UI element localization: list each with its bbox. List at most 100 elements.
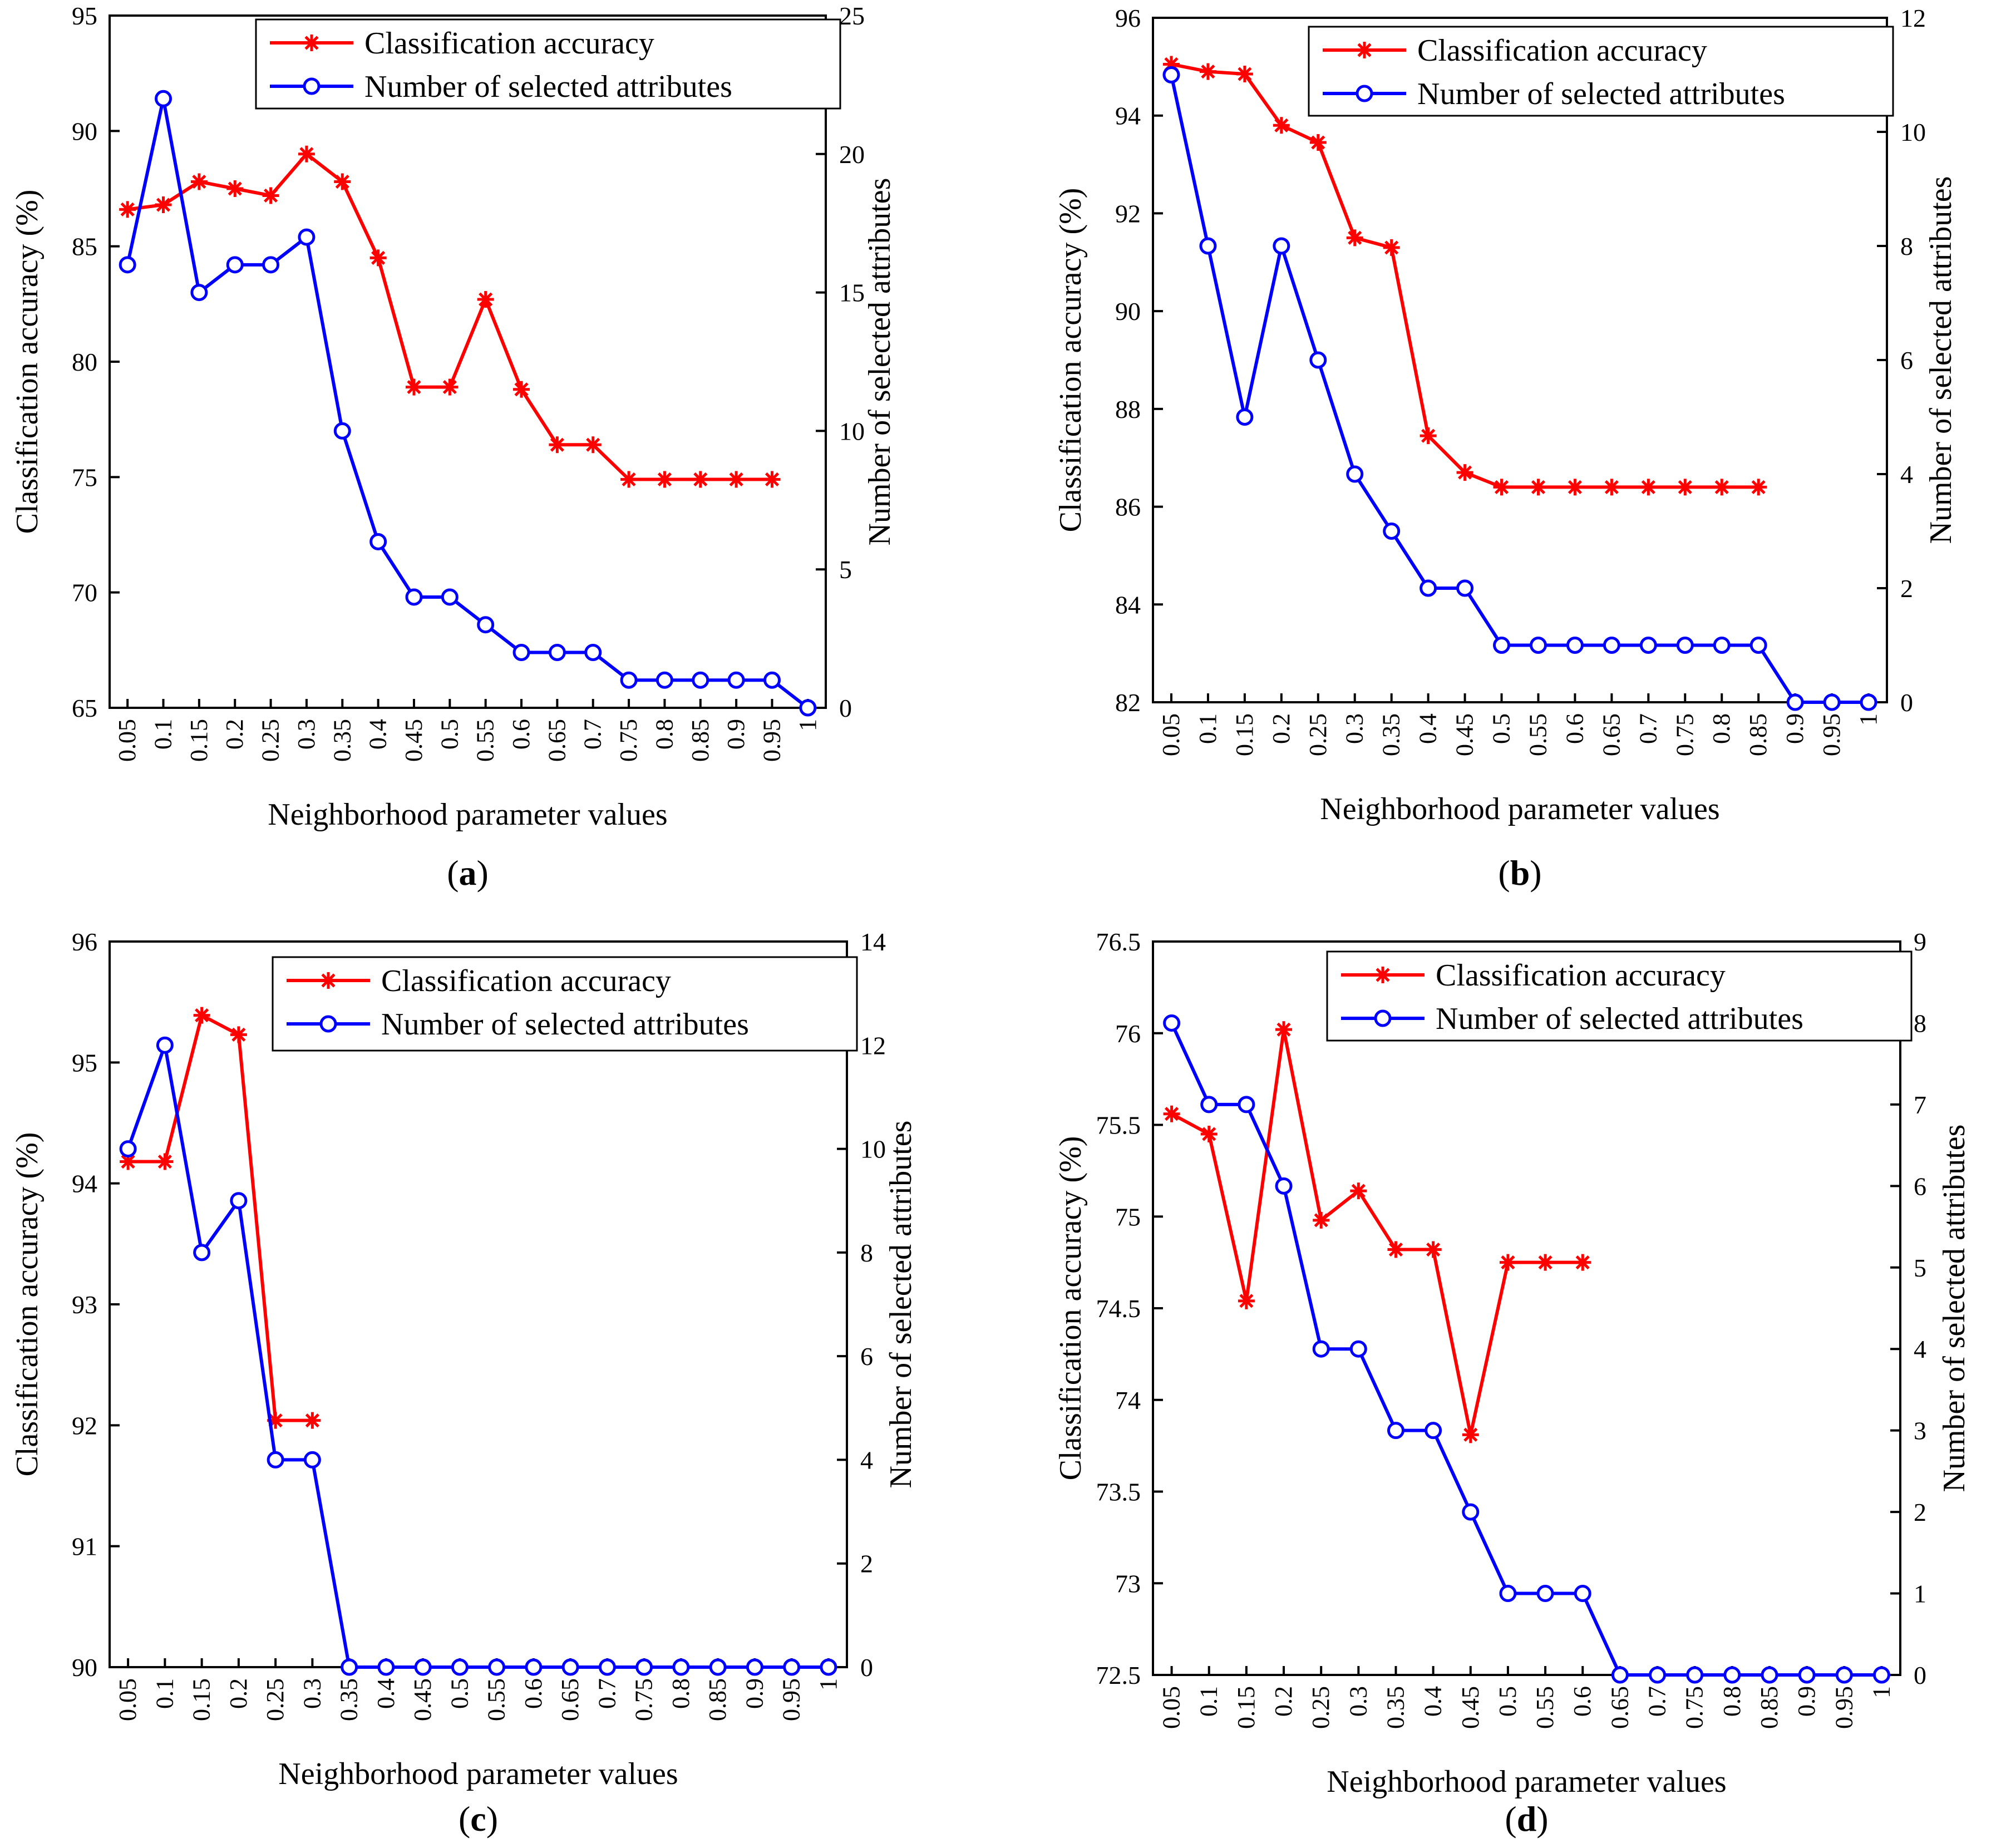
left-tick-label: 86 <box>1115 493 1141 521</box>
right-tick-label: 10 <box>1900 118 1926 146</box>
right-tick-label: 5 <box>839 555 852 584</box>
right-tick-label: 7 <box>1914 1091 1926 1119</box>
data-point-attributes <box>1493 637 1511 654</box>
data-point-attributes <box>1163 1014 1181 1032</box>
right-tick-label: 8 <box>860 1239 873 1267</box>
legend-marker <box>320 972 337 989</box>
left-tick-label: 75 <box>72 463 97 491</box>
data-point-accuracy <box>1275 1021 1293 1038</box>
right-tick-label: 10 <box>839 417 865 445</box>
x-tick-label: 0.45 <box>1451 713 1478 756</box>
data-point-accuracy <box>584 436 602 454</box>
data-point-attributes <box>298 228 316 246</box>
left-tick-label: 96 <box>72 928 97 956</box>
data-point-attributes <box>1786 693 1804 711</box>
right-tick-label: 4 <box>1914 1335 1926 1363</box>
x-tick-label: 0.35 <box>1382 1686 1409 1729</box>
caption-open-paren: ( <box>1505 1799 1516 1839</box>
left-tick-label: 95 <box>72 1048 97 1077</box>
data-point-attributes <box>1162 66 1180 83</box>
data-point-accuracy <box>441 378 459 396</box>
right-tick-label: 12 <box>860 1031 886 1059</box>
data-point-attributes <box>119 256 136 274</box>
right-tick-label: 4 <box>1900 460 1913 489</box>
data-point-accuracy <box>1200 1125 1218 1142</box>
caption-close-paren: ) <box>1530 853 1541 893</box>
caption-close-paren: ) <box>486 1799 498 1839</box>
legend-label: Number of selected attributes <box>381 1007 749 1042</box>
data-point-accuracy <box>656 471 673 488</box>
x-tick-label: 0.25 <box>257 719 284 762</box>
data-point-attributes <box>1761 1666 1778 1684</box>
data-point-attributes <box>303 1451 321 1468</box>
left-axis-title: Classification accuracy (%) <box>10 190 45 534</box>
legend-label: Number of selected attributes <box>1417 77 1785 111</box>
data-point-accuracy <box>155 196 172 214</box>
right-tick-label: 0 <box>839 694 852 722</box>
x-axis-title: Neighborhood parameter values <box>278 1757 678 1791</box>
left-tick-label: 93 <box>72 1290 97 1319</box>
data-point-attributes <box>1611 1666 1629 1684</box>
chart-panel-c: 90 91 92 93 94 95 96 0 2 4 6 8 10 12 14 0.05 0.1 0.15 0.2 0… <box>10 928 918 1839</box>
data-point-attributes <box>1676 637 1694 654</box>
data-point-attributes <box>341 1658 358 1676</box>
legend-box <box>1326 950 1913 1042</box>
right-tick-label: 10 <box>860 1135 886 1164</box>
data-point-attributes <box>1309 351 1327 369</box>
data-point-attributes <box>190 284 208 302</box>
data-point-accuracy <box>1603 479 1620 496</box>
left-tick-label: 96 <box>1115 4 1141 32</box>
legend-label: Number of selected attributes <box>364 70 732 104</box>
data-point-attributes <box>1686 1666 1704 1684</box>
data-point-attributes <box>709 1658 727 1676</box>
data-point-accuracy <box>1566 479 1584 496</box>
caption-open-paren: ( <box>459 1799 470 1839</box>
left-tick-label: 73 <box>1115 1569 1141 1598</box>
plot-frame <box>1152 940 1901 1676</box>
data-point-accuracy <box>1462 1426 1479 1443</box>
data-point-attributes <box>1199 237 1217 255</box>
right-tick-label: 1 <box>1914 1580 1926 1608</box>
x-tick-label: 0.15 <box>1231 713 1258 756</box>
data-point-attributes <box>226 256 244 274</box>
data-point-attributes <box>1346 465 1364 483</box>
series-accuracy <box>119 145 781 488</box>
x-tick-label: 0.05 <box>114 1678 141 1721</box>
data-point-accuracy <box>1163 1105 1180 1122</box>
left-tick-label: 91 <box>72 1532 97 1561</box>
data-point-attributes <box>230 1192 248 1210</box>
x-tick-label: 0.1 <box>151 1678 178 1709</box>
data-point-accuracy <box>1350 1182 1367 1200</box>
left-tick-label: 92 <box>72 1411 97 1440</box>
data-point-accuracy <box>1162 56 1180 73</box>
caption-close-paren: ) <box>1536 1799 1548 1839</box>
right-tick-label: 25 <box>839 2 865 30</box>
data-point-attributes <box>561 1658 579 1676</box>
caption-open-paren: ( <box>1498 853 1510 893</box>
x-tick-label: 0.55 <box>1524 713 1551 756</box>
data-point-accuracy <box>119 201 136 218</box>
data-point-accuracy <box>190 173 208 190</box>
plot-frame <box>1152 17 1888 703</box>
data-point-attributes <box>1713 637 1731 654</box>
data-point-attributes <box>1456 579 1474 597</box>
x-tick-label: 0.3 <box>1341 713 1368 744</box>
series-accuracy <box>1163 1021 1591 1443</box>
x-tick-label: 0.4 <box>372 1678 400 1709</box>
data-point-accuracy <box>1383 239 1400 256</box>
right-tick-label: 6 <box>1900 346 1913 374</box>
caption-letter: b <box>1510 853 1530 893</box>
data-point-attributes <box>1649 1666 1667 1684</box>
data-point-attributes <box>1425 1422 1442 1440</box>
x-tick-label: 0.25 <box>262 1678 289 1721</box>
x-tick-label: 0.85 <box>1756 1686 1783 1729</box>
data-point-attributes <box>1420 579 1437 597</box>
data-point-attributes <box>333 422 351 440</box>
data-point-attributes <box>820 1658 837 1676</box>
right-tick-label: 14 <box>860 928 886 956</box>
data-point-attributes <box>1639 637 1657 654</box>
right-tick-label: 8 <box>1914 1009 1926 1037</box>
x-tick-label: 0.9 <box>1793 1686 1820 1717</box>
data-point-accuracy <box>1537 1254 1554 1271</box>
